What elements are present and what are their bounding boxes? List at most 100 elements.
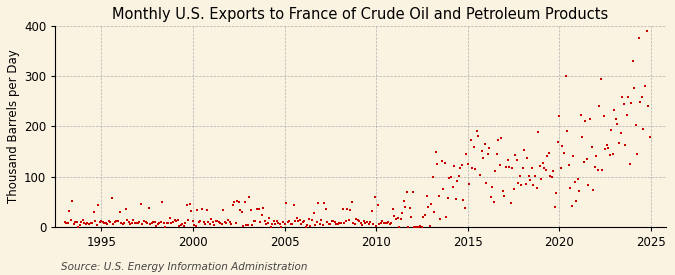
Point [117,222,128,226]
Point [146,221,157,226]
Point [501,165,512,170]
Point [108,222,119,226]
Point [569,180,580,185]
Point [460,205,470,210]
Point [557,143,568,148]
Point [310,222,321,227]
Point [218,208,229,213]
Point [165,216,176,220]
Point [620,142,630,147]
Point [626,100,637,105]
Point [103,218,114,223]
Point [565,186,576,190]
Point [517,166,528,170]
Point [120,206,131,211]
Point [446,175,456,180]
Point [443,196,454,200]
Point [534,164,545,168]
Point [543,151,554,155]
Point [119,221,130,225]
Point [495,163,506,167]
Point [217,222,227,227]
Point [157,200,167,204]
Point [327,219,338,223]
Point [248,218,259,223]
Point [215,221,225,226]
Point [375,221,386,226]
Point [475,172,485,177]
Point [73,224,84,229]
Point [319,201,329,205]
Point [366,209,377,213]
Point [342,206,352,211]
Point [600,147,611,152]
Point [479,142,490,146]
Point [345,208,356,212]
Point [360,221,371,225]
Point [247,223,258,227]
Point [188,219,198,223]
Point [337,207,348,211]
Point [553,140,564,145]
Point [322,220,333,224]
Point [114,210,125,214]
Point [194,220,205,224]
Title: Monthly U.S. Exports to France of Crude Oil and Petroleum Products: Monthly U.S. Exports to France of Crude … [113,7,609,22]
Point [282,219,293,224]
Point [540,168,551,173]
Point [507,166,518,170]
Point [151,223,161,228]
Point [449,164,460,169]
Point [227,203,238,207]
Point [373,203,383,208]
Point [306,218,317,222]
Point [90,219,101,223]
Point [240,200,250,204]
Point [481,181,491,186]
Point [313,200,323,205]
Point [354,219,364,223]
Point [627,59,638,63]
Point [126,221,137,225]
Point [236,210,247,214]
Point [182,202,192,207]
Point [391,217,402,221]
Point [82,220,93,225]
Point [124,220,134,224]
Point [346,200,357,204]
Point [140,220,151,224]
Point [225,222,236,227]
Point [273,221,284,225]
Point [172,218,183,222]
Point [321,207,331,211]
Point [344,218,354,222]
Point [395,217,406,221]
Point [472,128,483,133]
Point [502,158,513,162]
Text: Source: U.S. Energy Information Administration: Source: U.S. Energy Information Administ… [61,262,307,272]
Point [91,223,102,227]
Point [333,222,344,226]
Point [256,213,267,217]
Point [270,222,281,226]
Point [209,222,219,227]
Point [287,222,298,226]
Point [578,160,589,164]
Point [487,185,497,189]
Point [485,195,496,200]
Point [244,195,254,200]
Point [409,225,420,229]
Point [308,211,319,215]
Point [80,222,91,226]
Point [111,219,122,223]
Point [537,161,548,165]
Point [271,219,282,224]
Point [78,218,88,222]
Point [68,221,79,226]
Point [334,221,345,225]
Point [548,169,559,174]
Point [637,94,647,99]
Point [496,136,507,140]
Point [148,220,159,224]
Point [404,206,415,210]
